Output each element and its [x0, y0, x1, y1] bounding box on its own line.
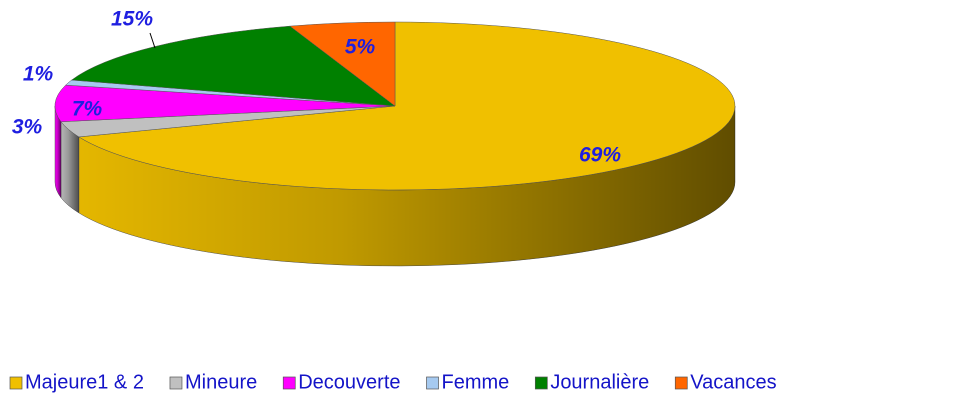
- legend-swatch: [9, 376, 23, 390]
- data-label: 5%: [345, 36, 376, 59]
- data-label: 69%: [579, 144, 621, 167]
- slice: [78, 21, 736, 191]
- leader-line: [149, 32, 156, 49]
- legend-swatch: [426, 376, 439, 390]
- legend-swatch: [169, 376, 183, 390]
- data-label: 7%: [72, 98, 103, 121]
- data-label: 3%: [12, 116, 43, 139]
- legend-label: Femme: [442, 371, 510, 393]
- legend-label: Journalière: [550, 371, 649, 393]
- legend-label: Mineure: [185, 371, 257, 393]
- legend-label: Decouverte: [298, 371, 400, 393]
- side-shade: [78, 106, 736, 267]
- data-label: 1%: [23, 63, 54, 86]
- side-shade: [61, 121, 79, 213]
- legend-swatch: [674, 376, 688, 390]
- legend-label: Vacances: [690, 371, 776, 393]
- legend-swatch: [534, 376, 548, 390]
- data-label: 15%: [111, 8, 153, 31]
- slice: [54, 84, 396, 122]
- slice: [289, 21, 396, 107]
- legend-label: Majeure1 & 2: [25, 371, 144, 393]
- side-shade: [55, 106, 62, 198]
- legend-swatch: [282, 376, 296, 390]
